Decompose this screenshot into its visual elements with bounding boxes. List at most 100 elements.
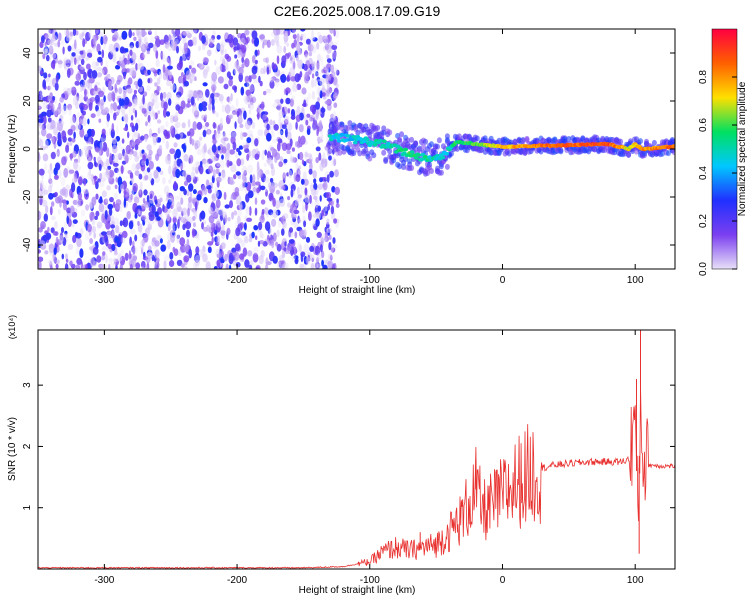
noise-mark (117, 253, 123, 262)
noise-mark (132, 84, 135, 91)
noise-mark (176, 45, 179, 54)
noise-mark (212, 169, 216, 178)
ridge-core-mark (423, 155, 428, 159)
noise-mark (79, 83, 83, 93)
noise-mark (176, 62, 183, 71)
noise-mark (139, 231, 143, 238)
noise-mark (315, 157, 320, 164)
noise-mark (334, 169, 339, 178)
noise-mark (169, 71, 172, 80)
noise-mark (203, 196, 208, 204)
noise-mark (198, 102, 203, 112)
noise-mark (95, 29, 99, 34)
noise-mark (79, 66, 85, 75)
noise-mark (94, 175, 97, 186)
snr-frame (37, 329, 676, 570)
noise-mark (179, 189, 183, 200)
noise-mark (78, 54, 82, 61)
noise-mark (185, 103, 192, 108)
noise-mark (106, 230, 113, 239)
ridge-halo-mark (341, 145, 347, 152)
noise-mark (123, 152, 128, 161)
noise-mark (192, 121, 197, 131)
noise-mark (131, 138, 134, 147)
noise-mark (144, 174, 149, 181)
noise-mark (64, 35, 70, 44)
noise-mark (152, 134, 158, 144)
noise-mark (148, 29, 152, 34)
ridge-halo-mark (399, 131, 405, 138)
noise-mark (47, 85, 51, 91)
y-tick-label: 3 (22, 382, 33, 388)
noise-mark (132, 245, 136, 255)
noise-mark (258, 221, 263, 231)
noise-mark (147, 69, 151, 76)
noise-mark (86, 81, 90, 89)
noise-mark (324, 206, 328, 212)
ridge-halo-mark (474, 135, 480, 142)
noise-mark (286, 42, 289, 47)
noise-mark (243, 144, 249, 149)
noise-mark (163, 255, 170, 262)
noise-mark (123, 127, 129, 131)
noise-mark (181, 143, 186, 150)
noise-mark (190, 96, 195, 106)
noise-mark (139, 63, 144, 71)
noise-mark (104, 76, 109, 82)
noise-mark (264, 149, 268, 156)
noise-mark (175, 104, 181, 111)
noise-mark (300, 253, 304, 263)
noise-mark (91, 61, 97, 69)
noise-mark (84, 132, 88, 138)
noise-mark (117, 105, 121, 110)
noise-mark (68, 169, 75, 174)
noise-mark (72, 29, 77, 36)
noise-mark (318, 152, 322, 161)
noise-mark (220, 117, 223, 127)
noise-mark (79, 118, 83, 124)
ridge-halo-mark (351, 150, 357, 156)
noise-mark (207, 129, 211, 136)
noise-mark (266, 132, 272, 142)
noise-mark (196, 194, 202, 201)
noise-mark (288, 239, 295, 244)
noise-mark (58, 136, 62, 145)
noise-mark (173, 207, 178, 218)
noise-mark (91, 70, 98, 79)
noise-mark (62, 237, 67, 246)
noise-mark (217, 145, 221, 151)
noise-mark (272, 197, 276, 207)
noise-mark (150, 178, 155, 186)
noise-mark (268, 228, 272, 239)
noise-mark (40, 182, 43, 192)
bottom-y-axis-label: SNR (10 * v/v) (7, 417, 18, 481)
ridge-core-mark (336, 139, 342, 143)
noise-mark (274, 79, 280, 87)
noise-mark (180, 263, 185, 268)
noise-mark (300, 33, 304, 39)
noise-mark (82, 117, 87, 126)
noise-mark (310, 36, 316, 41)
noise-mark (39, 123, 44, 130)
noise-mark (43, 46, 49, 55)
noise-mark (301, 230, 306, 240)
noise-mark (115, 177, 119, 183)
noise-mark (195, 261, 199, 269)
noise-mark (211, 212, 217, 218)
noise-mark (247, 164, 254, 174)
noise-mark (317, 205, 321, 212)
noise-mark (80, 209, 86, 217)
noise-mark (121, 98, 125, 108)
noise-mark (66, 87, 72, 96)
noise-mark (112, 201, 116, 209)
noise-mark (54, 82, 59, 91)
noise-mark (200, 94, 204, 104)
noise-mark (123, 197, 127, 208)
noise-mark (221, 224, 225, 232)
noise-mark (216, 218, 222, 228)
noise-mark (186, 174, 192, 183)
noise-mark (244, 235, 249, 244)
noise-mark (69, 205, 75, 215)
noise-mark (248, 103, 251, 109)
noise-mark (317, 183, 323, 190)
